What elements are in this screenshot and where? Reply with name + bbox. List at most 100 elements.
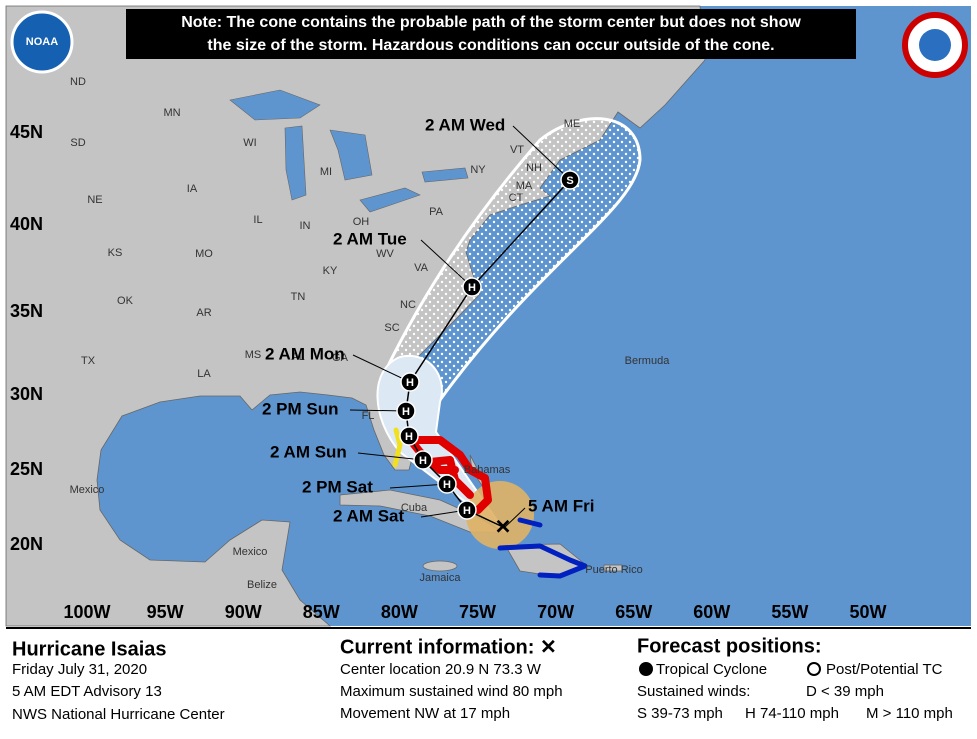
place-label: MI xyxy=(320,166,332,178)
place-label: NC xyxy=(400,299,416,311)
place-label: LA xyxy=(197,368,211,380)
forecast-marker xyxy=(437,474,457,494)
longitude-label: 50W xyxy=(849,602,886,622)
longitude-label: 65W xyxy=(615,602,652,622)
forecast-time-label: 2 AM Sun xyxy=(270,442,347,461)
s-range: S 39-73 mph xyxy=(637,705,723,722)
place-label: WV xyxy=(376,248,394,260)
forecast-marker xyxy=(560,170,580,190)
longitude-label: 100W xyxy=(63,602,110,622)
date: Friday July 31, 2020 xyxy=(12,661,147,678)
forecast-marker-symbol: S xyxy=(566,175,573,187)
longitude-label: 60W xyxy=(693,602,730,622)
place-label: VA xyxy=(414,262,429,274)
office: NWS National Hurricane Center xyxy=(12,706,225,723)
longitude-label: 75W xyxy=(459,602,496,622)
note-line: Note: The cone contains the probable pat… xyxy=(181,14,801,31)
latitude-label: 20N xyxy=(10,534,43,554)
current-time-label: 5 AM Fri xyxy=(528,496,594,515)
h-range: H 74-110 mph xyxy=(745,705,839,722)
sustained-winds: Sustained winds: xyxy=(637,683,750,700)
forecast-time-label: 2 AM Tue xyxy=(333,229,407,248)
leader-line xyxy=(512,125,571,181)
forecast-heading: Forecast positions: xyxy=(637,635,821,657)
place-label: FL xyxy=(362,410,375,422)
forecast-marker xyxy=(462,277,482,297)
place-label: Mexico xyxy=(70,484,105,496)
place-label: MS xyxy=(245,349,262,361)
advisory: 5 AM EDT Advisory 13 xyxy=(12,683,162,700)
latitude-label: 30N xyxy=(10,384,43,404)
current-heading: Current information: ✕ xyxy=(340,636,557,658)
latitude-label: 35N xyxy=(10,301,43,321)
longitude-label: 55W xyxy=(771,602,808,622)
place-label: SC xyxy=(384,322,399,334)
place-label: KS xyxy=(108,247,123,259)
current-position: ✕ xyxy=(495,516,512,538)
noaa-logo xyxy=(10,10,74,74)
leader-line xyxy=(420,239,473,288)
place-label: MA xyxy=(516,180,533,192)
forecast-cone-days-4-5 xyxy=(383,117,642,402)
longitude-label: 70W xyxy=(537,602,574,622)
forecast-marker-symbol: H xyxy=(402,406,410,418)
place-label: CT xyxy=(509,192,524,204)
forecast-marker-symbol: H xyxy=(405,431,413,443)
longitude-label: 80W xyxy=(381,602,418,622)
wind-field xyxy=(466,481,534,549)
forecast-time-label: 2 AM Sat xyxy=(333,506,405,525)
note-box xyxy=(126,9,856,59)
storm-name: Hurricane Isaias xyxy=(12,638,167,660)
forecast-marker-symbol: H xyxy=(468,282,476,294)
legend-open-circle xyxy=(807,662,821,676)
place-label: IN xyxy=(300,220,311,232)
forecast-time-label: 2 PM Sun xyxy=(262,399,339,418)
place-label: MO xyxy=(195,248,213,260)
map-labels: 45N 40N 35N 30N 25N 20N 100W 95W 90W 85W 80W 75W 70W… xyxy=(10,76,887,622)
place-label: ME xyxy=(564,118,581,130)
place-label: AL xyxy=(291,351,304,363)
legend-tropical-cyclone: Tropical Cyclone xyxy=(656,661,767,678)
forecast-time-label: 2 PM Sat xyxy=(302,477,373,496)
forecast-marker xyxy=(396,401,416,421)
forecast-time-label: 2 AM Wed xyxy=(425,115,505,134)
place-label: IA xyxy=(187,183,198,195)
map: ✕ 45N 40N 35N 30N 25N 20N 100W 95W 90W 85W 80W 75W 7… xyxy=(5,5,971,627)
longitude-label: 95W xyxy=(147,602,184,622)
place-label: OH xyxy=(353,216,370,228)
place-label: GA xyxy=(332,352,349,364)
forecast-marker-symbol: H xyxy=(463,505,471,517)
longitude-label: 85W xyxy=(303,602,340,622)
latitude-label: 25N xyxy=(10,459,43,479)
movement: Movement NW at 17 mph xyxy=(340,705,510,722)
place-label: Bahamas xyxy=(464,464,511,476)
forecast-marker xyxy=(413,450,433,470)
place-label: TX xyxy=(81,355,96,367)
max-wind: Maximum sustained wind 80 mph xyxy=(340,683,563,700)
place-label: WI xyxy=(243,137,256,149)
noaa-logo-text: NOAA xyxy=(26,36,58,48)
info-panel: Hurricane Isaias Friday July 31, 2020 5 … xyxy=(12,635,953,723)
place-label: AR xyxy=(196,307,211,319)
m-range: M > 110 mph xyxy=(866,705,953,722)
place-label: ND xyxy=(70,76,86,88)
place-label: NE xyxy=(87,194,102,206)
latitude-label: 40N xyxy=(10,214,43,234)
leader-line xyxy=(504,507,526,528)
place-label: Bermuda xyxy=(625,355,671,367)
place-label: OK xyxy=(117,295,134,307)
place-label: Puerto Rico xyxy=(585,564,642,576)
center-location: Center location 20.9 N 73.3 W xyxy=(340,661,542,678)
note-line: the size of the storm. Hazardous conditi… xyxy=(207,37,774,54)
forecast-marker-symbol: H xyxy=(419,455,427,467)
forecast-marker xyxy=(400,372,420,392)
legend-post-potential: Post/Potential TC xyxy=(826,661,943,678)
forecast-marker-symbol: H xyxy=(406,377,414,389)
place-label: PA xyxy=(429,206,444,218)
place-label: IL xyxy=(253,214,262,226)
place-label: Jamaica xyxy=(420,572,462,584)
place-label: TN xyxy=(291,291,306,303)
place-label: Belize xyxy=(247,579,277,591)
legend-filled-circle xyxy=(639,662,653,676)
